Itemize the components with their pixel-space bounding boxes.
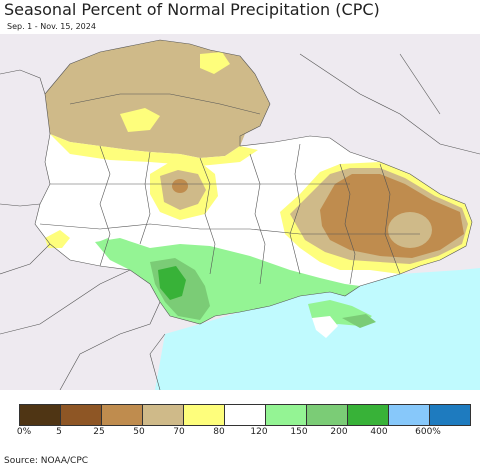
legend-tick-label: 120 bbox=[250, 427, 268, 437]
legend-swatch-9 bbox=[389, 405, 430, 425]
legend-tick-label: 0% bbox=[16, 427, 32, 437]
north-yellow-fringe bbox=[50, 134, 258, 166]
legend-tick-label: 400 bbox=[370, 427, 388, 437]
legend-tick-label: 600% bbox=[415, 427, 441, 437]
legend-swatch-6 bbox=[266, 405, 307, 425]
legend-tick-label: 70 bbox=[173, 427, 185, 437]
legend-swatch-5 bbox=[225, 405, 266, 425]
north-yellow-patch-2 bbox=[200, 52, 230, 74]
east-tan-center bbox=[388, 212, 432, 248]
precipitation-map bbox=[0, 34, 480, 390]
legend-swatch-0 bbox=[20, 405, 61, 425]
map-subtitle: Sep. 1 - Nov. 15, 2024 bbox=[7, 22, 96, 31]
west-yellow-patch bbox=[45, 230, 70, 248]
west-lightgreen-patch bbox=[98, 238, 112, 248]
region-borders bbox=[0, 39, 480, 390]
source-credit: Source: NOAA/CPC bbox=[4, 456, 89, 466]
legend-swatch-2 bbox=[102, 405, 143, 425]
south-green-spot bbox=[158, 266, 186, 300]
legend-tick-label: 150 bbox=[290, 427, 308, 437]
central-brown-spot bbox=[172, 179, 188, 193]
legend-ticks: 0% 5 25 50 70 80 120 150 200 400 600% bbox=[0, 427, 480, 439]
crimea-midgreen bbox=[342, 314, 376, 328]
legend-swatch-1 bbox=[61, 405, 102, 425]
legend-bar bbox=[19, 404, 471, 426]
south-lightgreen-region bbox=[95, 238, 360, 324]
legend-tick-label: 200 bbox=[330, 427, 348, 437]
north-yellow-patch bbox=[120, 108, 160, 132]
legend-tick-label: 25 bbox=[93, 427, 105, 437]
crimea-white bbox=[312, 316, 338, 338]
legend-swatch-8 bbox=[348, 405, 389, 425]
legend-tick-label: 80 bbox=[213, 427, 225, 437]
legend-swatch-7 bbox=[307, 405, 348, 425]
legend-swatch-3 bbox=[143, 405, 184, 425]
legend-swatch-10 bbox=[430, 405, 470, 425]
map-title: Seasonal Percent of Normal Precipitation… bbox=[4, 0, 380, 19]
legend-tick-label: 50 bbox=[133, 427, 145, 437]
legend-swatch-4 bbox=[184, 405, 225, 425]
legend-tick-label: 5 bbox=[56, 427, 62, 437]
